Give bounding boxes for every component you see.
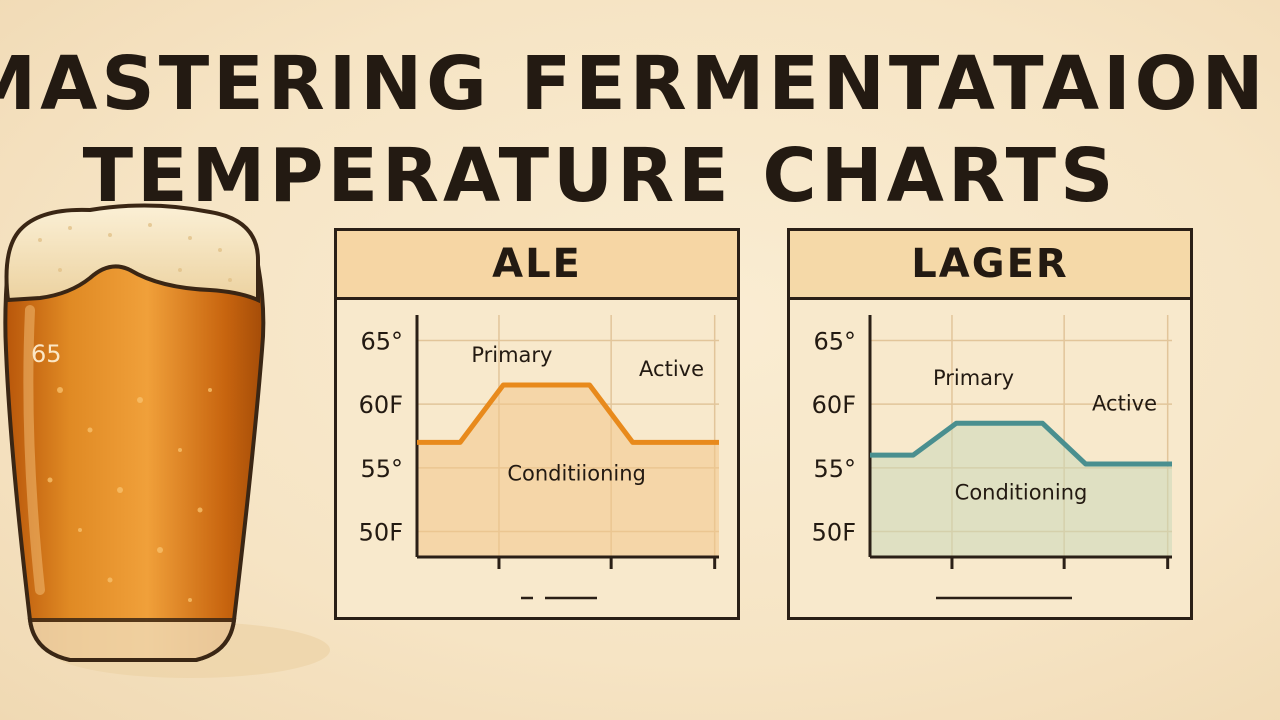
series-area bbox=[417, 385, 719, 557]
beer-glass-illustration: 65 bbox=[0, 190, 340, 710]
series-line bbox=[417, 382, 719, 445]
ale-chart-title: ALE bbox=[337, 231, 737, 300]
annotation-label: Conditiioning bbox=[507, 462, 646, 486]
series-area bbox=[870, 423, 1172, 557]
beer-glass-icon bbox=[3, 203, 330, 678]
y-tick-label: 55° bbox=[360, 455, 403, 483]
ale-chart-panel: ALE 65° 60F 55° 50F Primary Active Conditiioni… bbox=[334, 228, 740, 620]
title-line-2: TEMPERATURE CHARTS bbox=[82, 133, 1118, 219]
annotation-label: Active bbox=[1092, 392, 1157, 416]
lager-chart: 65° 60F 55° 50F Primary Active Conditioning bbox=[812, 315, 1172, 600]
page-title: MASTERING FERMENTATAION TEMPERATURE CHAR… bbox=[0, 36, 1280, 224]
ale-chart: 65° 60F 55° 50F Primary Active Conditiioning bbox=[359, 315, 719, 600]
annotation-label: Conditioning bbox=[955, 481, 1088, 505]
annotation-label: Primary bbox=[933, 366, 1014, 390]
y-tick-label: 65° bbox=[360, 327, 403, 355]
y-tick-label: 50F bbox=[812, 519, 856, 547]
title-line-1: MASTERING FERMENTATAION bbox=[0, 41, 1268, 127]
y-tick-label: 55° bbox=[813, 455, 856, 483]
series-line bbox=[870, 420, 1172, 467]
glass-label: 65 bbox=[31, 340, 62, 368]
lager-chart-panel: LAGER 65° 60F 55° 50F Primary Active Condition… bbox=[787, 228, 1193, 620]
y-tick-label: 65° bbox=[813, 327, 856, 355]
y-tick-label: 50F bbox=[359, 519, 403, 547]
y-tick-label: 60F bbox=[359, 391, 403, 419]
y-tick-label: 60F bbox=[812, 391, 856, 419]
lager-chart-title: LAGER bbox=[790, 231, 1190, 300]
annotation-label: Active bbox=[639, 357, 704, 381]
annotation-label: Primary bbox=[471, 343, 552, 367]
